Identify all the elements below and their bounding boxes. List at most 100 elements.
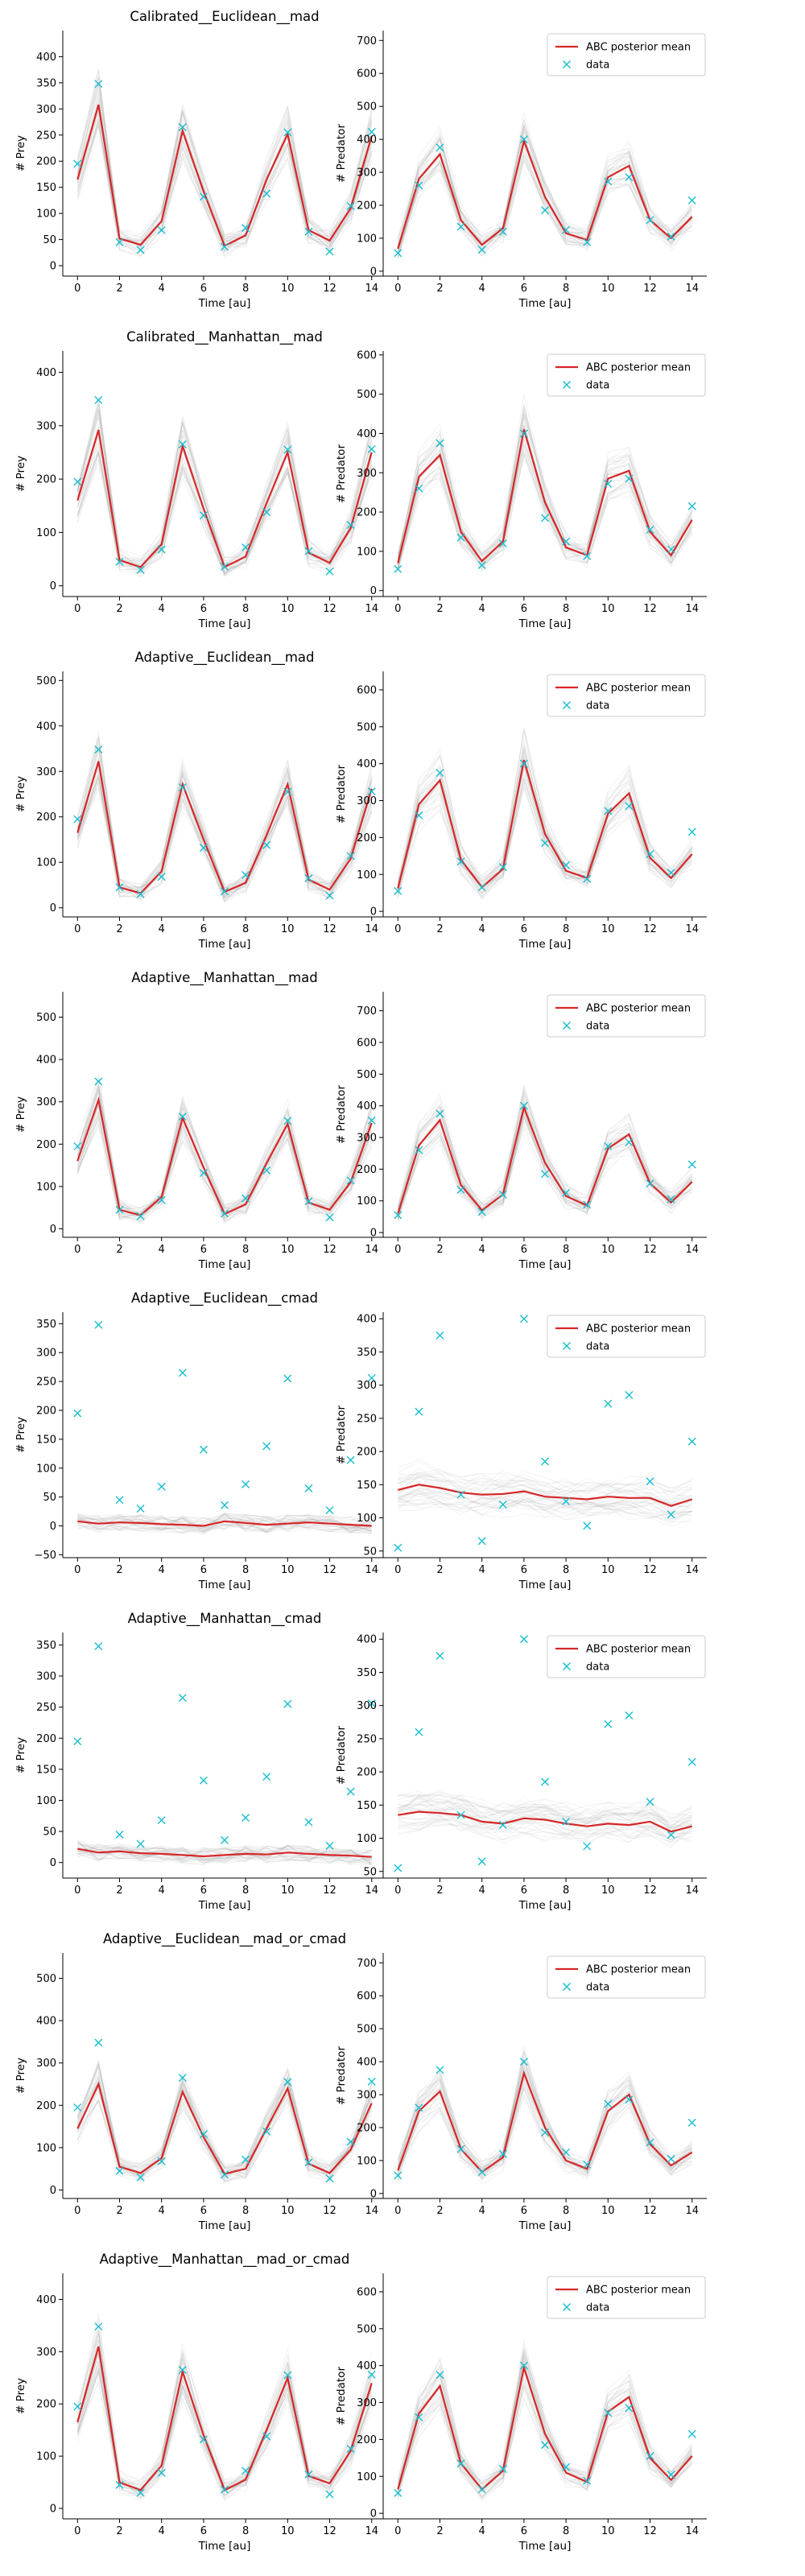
data-point	[221, 1209, 229, 1218]
y-tick-label: 250	[357, 1413, 377, 1425]
posterior-sample-line	[76, 2368, 373, 2497]
legend-data-swatch	[563, 701, 571, 709]
posterior-sample-line	[397, 2093, 693, 2182]
posterior-sample-line	[77, 1514, 372, 1532]
y-tick-label: 150	[36, 1434, 56, 1446]
posterior-sample-line	[397, 415, 693, 568]
posterior-sample-line	[397, 2380, 693, 2491]
data-point	[477, 1537, 486, 1546]
posterior-sample-line	[76, 774, 373, 896]
data-point	[687, 502, 696, 510]
x-tick-label: 12	[323, 603, 336, 615]
data-point	[604, 177, 613, 186]
posterior-mean-line	[397, 138, 693, 250]
y-tick-label: 500	[36, 1012, 56, 1024]
y-tick-label: 300	[36, 1671, 56, 1683]
posterior-sample-line	[398, 1489, 693, 1520]
y-tick-label: 0	[50, 902, 56, 914]
y-tick-label: 400	[36, 367, 56, 379]
posterior-sample-line	[76, 1841, 372, 1864]
posterior-sample-line	[397, 1093, 693, 1220]
posterior-sample-line	[77, 1844, 372, 1865]
data-point	[157, 545, 166, 554]
data-point	[667, 2154, 675, 2163]
posterior-sample-line	[77, 1514, 372, 1534]
legend-data-label: data	[586, 700, 609, 712]
posterior-sample-line	[397, 2358, 693, 2486]
posterior-sample-line	[77, 1513, 372, 1529]
posterior-sample-line	[76, 425, 373, 571]
y-tick-label: 350	[36, 1319, 56, 1331]
y-tick-label: 700	[357, 1005, 377, 1018]
posterior-sample-line	[76, 85, 373, 246]
data-point	[221, 887, 229, 896]
x-tick-label: 14	[365, 1885, 378, 1897]
data-point	[625, 2404, 634, 2413]
x-tick-label: 8	[563, 1564, 569, 1576]
posterior-sample-line	[76, 774, 373, 898]
y-tick-label: 100	[357, 1513, 377, 1525]
data-point	[477, 560, 486, 569]
y-tick-label: 100	[36, 1795, 56, 1807]
data-point	[477, 1208, 486, 1216]
y-tick-label: 300	[357, 795, 377, 807]
posterior-sample-line	[76, 2078, 373, 2182]
posterior-sample-line	[398, 1801, 692, 1832]
y-tick-label: 500	[357, 1069, 377, 1081]
data-point	[94, 1320, 103, 1329]
posterior-sample-line	[397, 2349, 693, 2490]
data-point	[242, 543, 250, 551]
posterior-sample-line	[77, 1847, 372, 1863]
data-point	[304, 227, 313, 236]
posterior-sample-line	[397, 144, 692, 259]
x-tick-label: 12	[643, 923, 657, 935]
data-point	[283, 1699, 292, 1708]
posterior-sample-line	[397, 1468, 692, 1505]
chart-panel: 0 2 4 6 8 10 12 14 0 50 100 150 200 250 300 350 Time [au…	[14, 1611, 386, 1912]
posterior-sample-line	[397, 742, 693, 888]
y-tick-label: 50	[363, 1546, 377, 1558]
data-point	[436, 2066, 444, 2074]
posterior-sample-line	[76, 735, 373, 898]
posterior-sample-line	[76, 771, 373, 898]
posterior-sample-line	[397, 2048, 692, 2172]
posterior-sample-line	[397, 111, 693, 249]
y-tick-label: 0	[370, 2188, 377, 2200]
posterior-sample-line	[76, 460, 373, 575]
y-axis-label: # Predator	[335, 2367, 348, 2425]
posterior-sample-line	[397, 2072, 693, 2173]
y-tick-label: 200	[357, 2434, 377, 2446]
posterior-sample-line	[77, 1517, 372, 1530]
posterior-sample-line	[397, 440, 693, 569]
posterior-sample-line	[76, 2076, 373, 2178]
posterior-sample-line	[397, 1114, 693, 1220]
data-point	[262, 1442, 271, 1451]
posterior-sample-line	[76, 103, 373, 251]
y-tick-label: 400	[36, 52, 56, 64]
posterior-sample-line	[397, 2086, 692, 2178]
data-point	[283, 787, 292, 796]
data-point	[157, 1195, 166, 1204]
posterior-sample-line	[76, 745, 373, 895]
posterior-samples	[76, 69, 373, 258]
y-tick-label: 200	[36, 2100, 56, 2112]
data-point	[262, 840, 271, 849]
data-point	[498, 227, 507, 236]
data-point	[178, 1113, 187, 1121]
y-tick-label: 400	[36, 720, 56, 733]
y-tick-label: 300	[36, 2347, 56, 2359]
x-tick-label: 10	[281, 923, 295, 935]
posterior-sample-line	[397, 124, 693, 249]
posterior-sample-line	[398, 1798, 692, 1821]
posterior-sample-line	[397, 2057, 692, 2178]
data-point	[519, 1101, 528, 1110]
legend-mean-label: ABC posterior mean	[586, 42, 691, 54]
data-point	[242, 871, 250, 880]
x-tick-label: 14	[685, 283, 699, 295]
posterior-sample-line	[397, 453, 693, 570]
posterior-sample-line	[77, 1517, 372, 1534]
posterior-sample-line	[398, 1815, 692, 1843]
y-tick-label: 400	[357, 1100, 377, 1113]
data-point	[477, 883, 486, 892]
